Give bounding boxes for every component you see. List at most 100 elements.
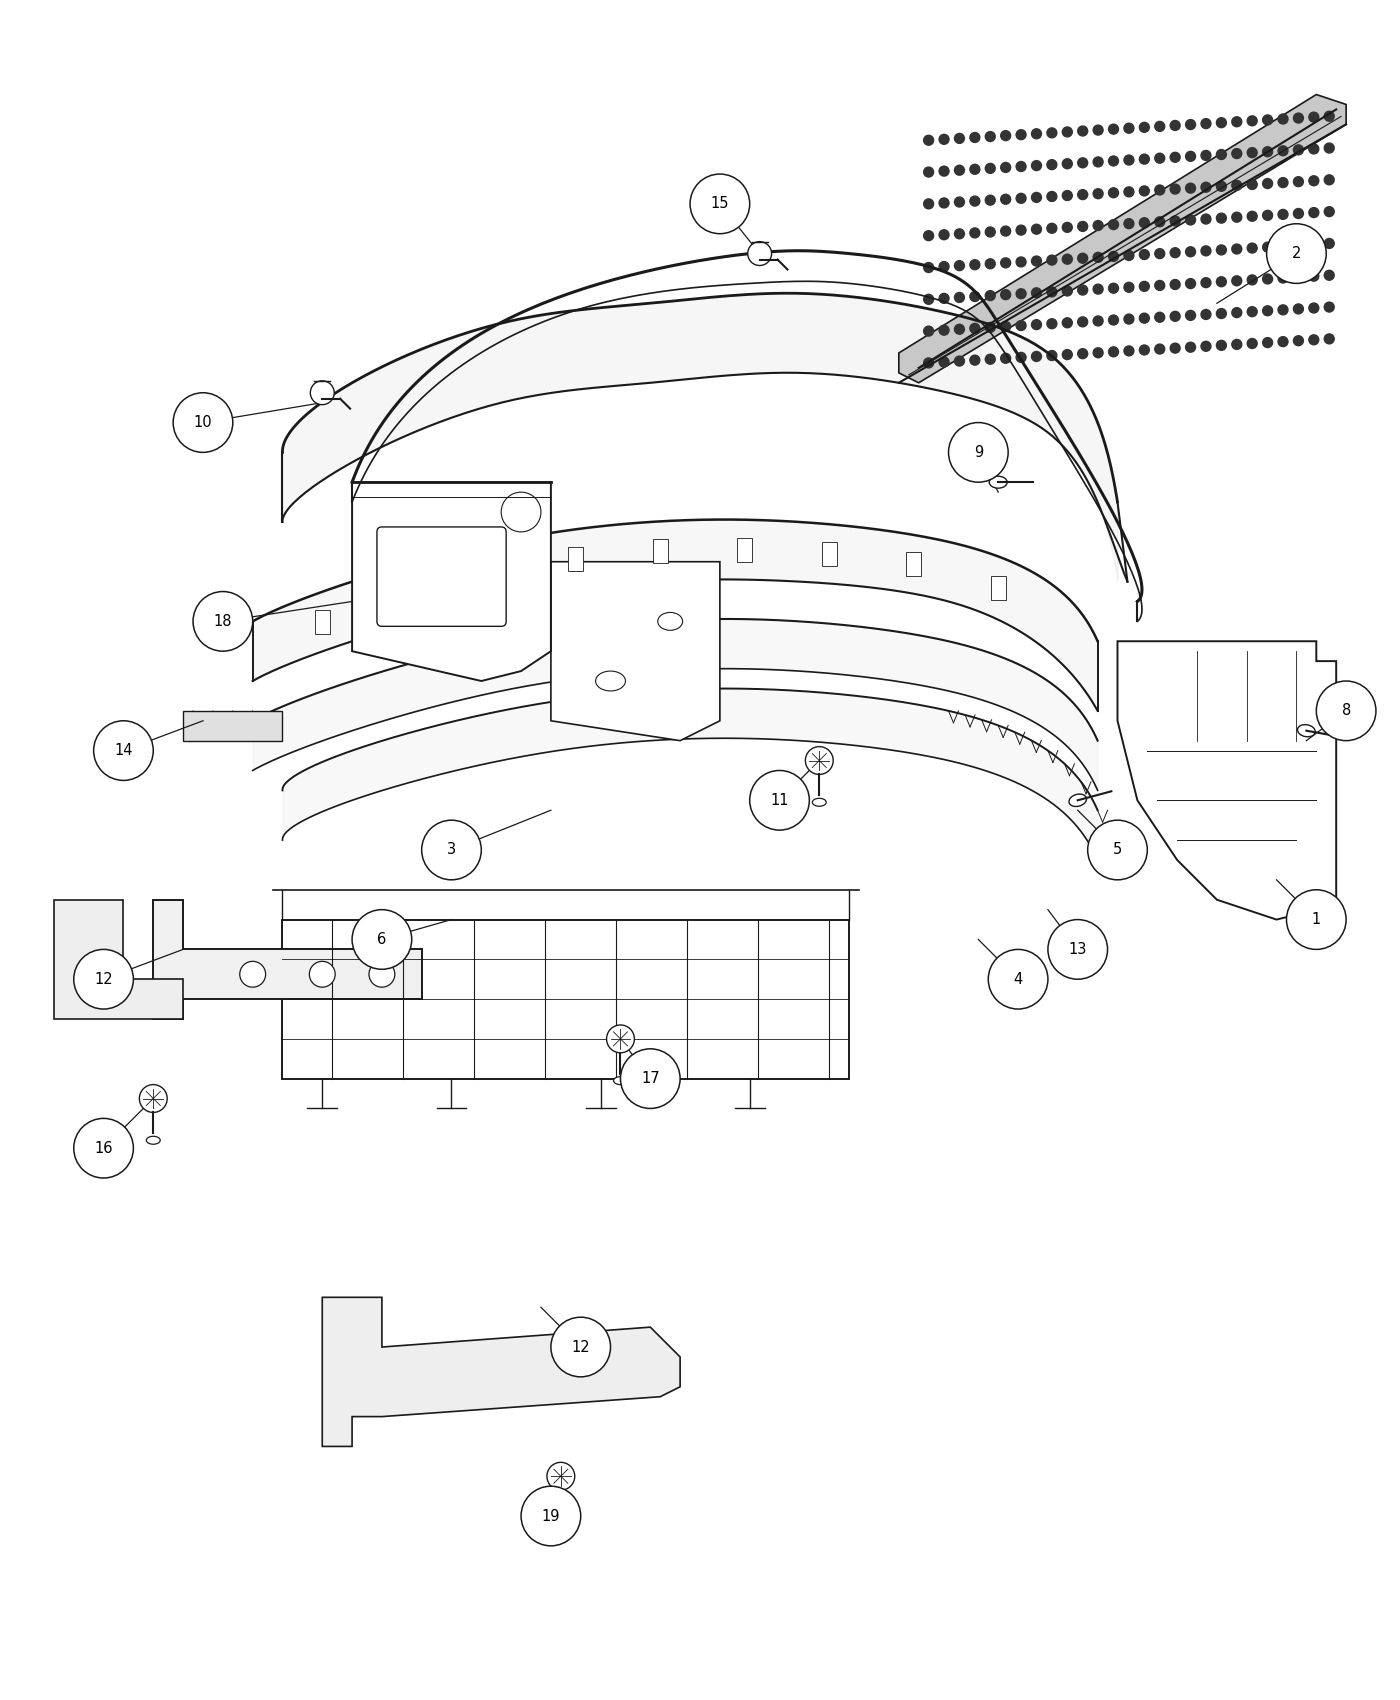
Circle shape [1287,889,1347,949]
Circle shape [620,1049,680,1108]
Circle shape [1247,116,1257,126]
Circle shape [1217,212,1226,223]
Polygon shape [322,1297,680,1447]
Circle shape [1309,112,1319,122]
Circle shape [1155,121,1165,131]
Circle shape [1109,314,1119,325]
Circle shape [1278,146,1288,156]
Circle shape [924,231,934,241]
Circle shape [949,423,1008,483]
Circle shape [988,949,1049,1010]
Circle shape [193,592,252,651]
Circle shape [1140,155,1149,165]
Circle shape [1078,158,1088,168]
Circle shape [1109,124,1119,134]
Circle shape [1093,284,1103,294]
Circle shape [1093,156,1103,167]
Circle shape [1294,337,1303,345]
Circle shape [1047,128,1057,138]
Circle shape [1063,286,1072,296]
Circle shape [1093,252,1103,262]
Circle shape [939,357,949,367]
Circle shape [1278,274,1288,282]
Circle shape [1032,192,1042,202]
Circle shape [421,819,482,881]
Circle shape [1309,272,1319,280]
Circle shape [1047,192,1057,201]
Circle shape [1124,345,1134,355]
Circle shape [1032,129,1042,139]
Circle shape [1201,214,1211,224]
Circle shape [1324,175,1334,185]
Circle shape [1324,110,1334,121]
Circle shape [1186,184,1196,194]
Circle shape [1186,311,1196,320]
Circle shape [1016,257,1026,267]
Circle shape [1278,337,1288,347]
Ellipse shape [658,612,683,631]
Circle shape [1001,321,1011,332]
Circle shape [1263,241,1273,252]
Circle shape [1263,178,1273,189]
Circle shape [1232,308,1242,318]
Circle shape [1109,187,1119,197]
Circle shape [1078,348,1088,359]
Circle shape [1063,190,1072,201]
Circle shape [1155,153,1165,163]
Circle shape [1016,321,1026,330]
Text: 10: 10 [193,415,213,430]
Circle shape [986,291,995,301]
Bar [822,542,837,566]
Circle shape [1170,311,1180,321]
Circle shape [1247,306,1257,316]
Text: 4: 4 [1014,972,1023,986]
FancyBboxPatch shape [377,527,507,626]
Bar [906,552,921,576]
Circle shape [970,228,980,238]
Circle shape [1140,282,1149,291]
Circle shape [1016,289,1026,299]
Circle shape [1217,309,1226,318]
Circle shape [955,165,965,175]
Circle shape [1093,316,1103,326]
Circle shape [750,770,809,830]
Circle shape [955,197,965,207]
Circle shape [1155,343,1165,354]
Circle shape [1294,114,1303,122]
Circle shape [1324,333,1334,343]
Circle shape [1217,182,1226,192]
Circle shape [1047,350,1057,360]
Circle shape [1324,303,1334,313]
Circle shape [1186,119,1196,129]
Circle shape [1247,243,1257,253]
Circle shape [1294,304,1303,314]
Circle shape [1078,253,1088,264]
Circle shape [1247,148,1257,158]
Circle shape [1109,252,1119,262]
Bar [738,537,752,561]
Circle shape [1247,338,1257,348]
Circle shape [1278,114,1288,124]
Bar [315,610,330,634]
Circle shape [970,260,980,270]
Circle shape [74,1119,133,1178]
Circle shape [1063,158,1072,168]
Circle shape [1324,207,1334,216]
Circle shape [924,294,934,304]
Text: 6: 6 [377,932,386,947]
Circle shape [1109,219,1119,230]
Circle shape [1093,189,1103,199]
Circle shape [1155,280,1165,291]
Circle shape [1309,335,1319,345]
Circle shape [1140,185,1149,196]
Circle shape [174,393,232,452]
Circle shape [939,262,949,272]
Circle shape [970,133,980,143]
Circle shape [1309,175,1319,185]
Circle shape [1294,240,1303,250]
Circle shape [1217,150,1226,160]
Circle shape [1001,163,1011,172]
Circle shape [1232,275,1242,286]
Circle shape [1155,313,1165,323]
Bar [484,561,498,586]
